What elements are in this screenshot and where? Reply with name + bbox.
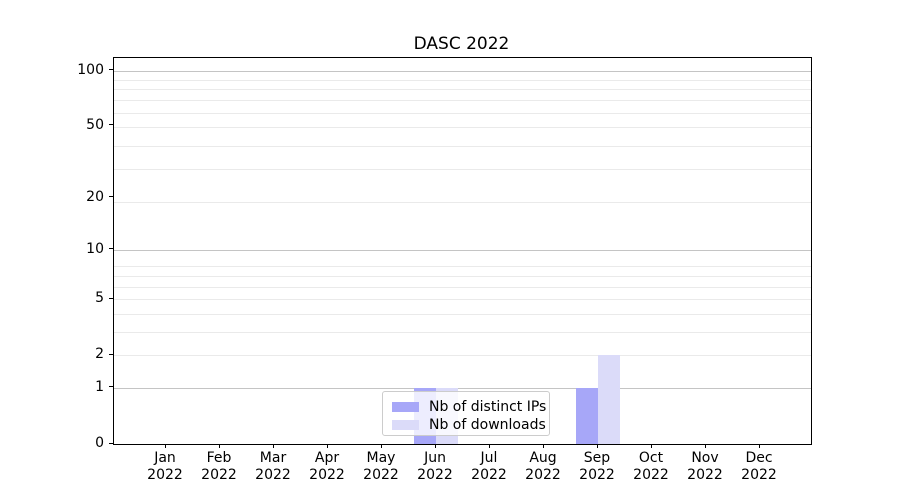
legend-swatch-distinct-ips <box>392 401 419 412</box>
plot-area <box>113 57 812 445</box>
y-tick-mark <box>109 353 113 355</box>
x-tick-label: Sep 2022 <box>579 450 615 483</box>
gridline-minor <box>114 201 811 203</box>
y-tick-label: 2 <box>95 346 104 363</box>
y-tick-label: 0 <box>95 435 104 451</box>
bar-downloads-sep <box>598 355 620 444</box>
gridline-minor <box>114 145 811 147</box>
x-tick-label: Feb 2022 <box>201 450 237 483</box>
y-tick-label: 50 <box>86 116 104 133</box>
x-tick-mark <box>542 444 544 448</box>
x-tick-mark <box>650 444 652 448</box>
gridline-minor <box>114 331 811 333</box>
y-tick-mark <box>109 69 113 71</box>
gridline-minor <box>114 112 811 114</box>
x-tick-mark <box>380 444 382 448</box>
y-tick-label: 1 <box>95 378 104 395</box>
x-tick-mark <box>704 444 706 448</box>
x-tick-mark <box>164 444 166 448</box>
x-tick-mark <box>218 444 220 448</box>
x-tick-label: Jan 2022 <box>147 450 183 483</box>
x-tick-mark <box>272 444 274 448</box>
x-tick-label: Jun 2022 <box>417 450 453 483</box>
gridline-minor <box>114 275 811 277</box>
y-tick-mark <box>109 248 113 250</box>
gridline-minor <box>114 89 811 91</box>
y-tick-label: 100 <box>77 61 104 78</box>
y-tick-mark <box>109 442 113 444</box>
gridline-minor <box>114 286 811 288</box>
y-tick-label: 10 <box>86 240 104 257</box>
gridline-minor <box>114 266 811 268</box>
gridline-minor <box>114 299 811 301</box>
legend-item-downloads: Nb of downloads <box>392 416 546 433</box>
legend-swatch-downloads <box>392 419 419 430</box>
x-tick-mark <box>758 444 760 448</box>
x-tick-label: Jul 2022 <box>471 450 507 483</box>
chart-title: DASC 2022 <box>413 34 510 54</box>
y-tick-mark <box>109 196 113 198</box>
gridline-minor <box>114 313 811 315</box>
x-tick-label: Dec 2022 <box>741 450 777 483</box>
x-tick-label: Apr 2022 <box>309 450 345 483</box>
gridline-major <box>114 387 811 389</box>
legend-label-downloads: Nb of downloads <box>429 416 546 433</box>
gridline-minor <box>114 168 811 170</box>
y-tick-mark <box>109 297 113 299</box>
gridline-major <box>114 70 811 72</box>
gridline-minor <box>114 100 811 102</box>
x-tick-label: Mar 2022 <box>255 450 291 483</box>
x-tick-mark <box>434 444 436 448</box>
y-tick-label: 20 <box>86 188 104 205</box>
y-tick-mark <box>109 386 113 388</box>
x-tick-label: Nov 2022 <box>687 450 723 483</box>
x-tick-label: Aug 2022 <box>525 450 561 483</box>
bar-distinct-ips-sep <box>576 387 598 444</box>
legend-item-distinct-ips: Nb of distinct IPs <box>392 398 546 415</box>
y-tick-mark <box>109 124 113 126</box>
y-tick-label: 5 <box>95 290 104 307</box>
gridline-major <box>114 249 811 251</box>
gridline-minor <box>114 127 811 129</box>
legend-label-distinct-ips: Nb of distinct IPs <box>429 398 547 415</box>
gridline-minor <box>114 355 811 357</box>
x-tick-mark <box>488 444 490 448</box>
x-tick-mark <box>326 444 328 448</box>
x-tick-mark <box>596 444 598 448</box>
gridline-minor <box>114 79 811 81</box>
x-tick-label: Oct 2022 <box>633 450 669 483</box>
x-tick-label: May 2022 <box>363 450 399 483</box>
legend: Nb of distinct IPs Nb of downloads <box>382 391 550 436</box>
